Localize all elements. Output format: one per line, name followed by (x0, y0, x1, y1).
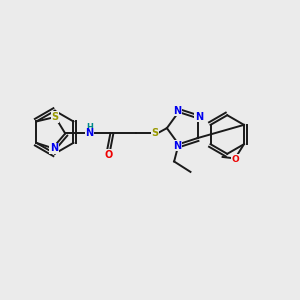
Text: N: N (195, 112, 203, 122)
Text: H: H (86, 123, 93, 132)
Text: N: N (173, 106, 181, 116)
Text: N: N (50, 143, 58, 153)
Text: N: N (173, 141, 181, 151)
Text: S: S (151, 128, 158, 139)
Text: N: N (85, 128, 94, 139)
Text: S: S (52, 112, 59, 122)
Text: O: O (232, 154, 239, 164)
Text: O: O (104, 150, 113, 160)
